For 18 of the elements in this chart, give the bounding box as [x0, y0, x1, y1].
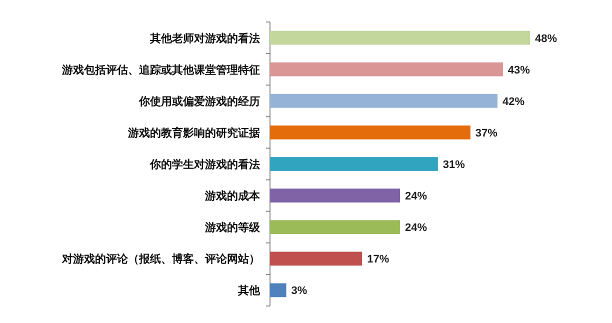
- y-tick-label: 游戏的等级: [204, 221, 261, 234]
- data-label: 31%: [442, 159, 466, 171]
- data-label: 37%: [475, 127, 498, 140]
- y-tick-label: 其他: [237, 284, 261, 298]
- y-tick-label: 游戏的成本: [204, 190, 261, 203]
- y-tick-label: 你使用或偏爱游戏的经历: [138, 94, 260, 108]
- y-tick-label: 游戏的教育影响的研究证据: [127, 126, 260, 140]
- y-tick-label: 游戏包括评估、追踪或其他课堂管理特征: [61, 63, 260, 76]
- data-label: 24%: [405, 190, 428, 203]
- y-tick-label: 对游戏的评论（报纸、博客、评论网站）: [61, 252, 260, 266]
- data-label: 17%: [367, 254, 390, 266]
- data-label: 42%: [502, 96, 525, 108]
- y-tick-label: 你的学生对游戏的看法: [149, 158, 260, 171]
- data-label: 24%: [405, 222, 428, 234]
- y-tick-label: 其他老师对游戏的看法: [149, 32, 260, 45]
- data-label: 43%: [508, 64, 530, 76]
- data-label: 48%: [535, 32, 558, 45]
- data-label: 3%: [291, 285, 308, 298]
